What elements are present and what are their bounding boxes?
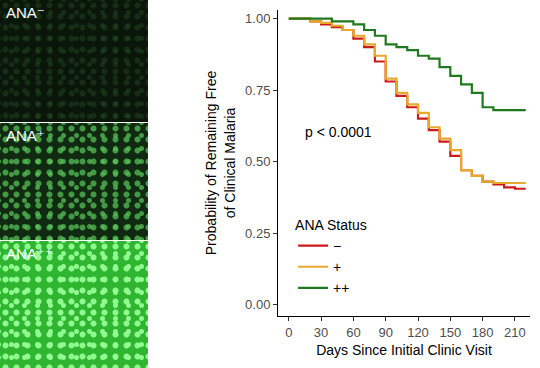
- svg-text:Days Since Initial Clinic Visi: Days Since Initial Clinic Visit: [316, 342, 492, 358]
- svg-text:0.75: 0.75: [245, 83, 270, 98]
- html-text:ANA⁺⁺: ANA⁺⁺: [6, 245, 53, 262]
- svg-text:p < 0.0001: p < 0.0001: [305, 124, 372, 140]
- svg-text:60: 60: [346, 325, 360, 340]
- svg-text:180: 180: [472, 325, 494, 340]
- svg-text:0.00: 0.00: [245, 297, 270, 312]
- svg-text:0.25: 0.25: [245, 226, 270, 241]
- svg-text:1.00: 1.00: [245, 11, 270, 26]
- svg-text:30: 30: [314, 325, 328, 340]
- svg-text:120: 120: [407, 325, 429, 340]
- svg-text:Probability of Remaining Freeo: Probability of Remaining Freeof Clinical…: [203, 71, 237, 256]
- svg-text:+: +: [333, 259, 341, 275]
- svg-text:ANA Status: ANA Status: [295, 217, 367, 233]
- svg-text:90: 90: [378, 325, 392, 340]
- svg-text:−: −: [333, 238, 341, 254]
- svg-text:210: 210: [504, 325, 526, 340]
- html-text:ANA⁻: ANA⁻: [6, 4, 45, 21]
- html-text:ANA⁺: ANA⁺: [6, 127, 45, 144]
- svg-text:0.50: 0.50: [245, 154, 270, 169]
- svg-text:++: ++: [333, 280, 349, 296]
- svg-text:0: 0: [285, 325, 292, 340]
- svg-text:150: 150: [439, 325, 461, 340]
